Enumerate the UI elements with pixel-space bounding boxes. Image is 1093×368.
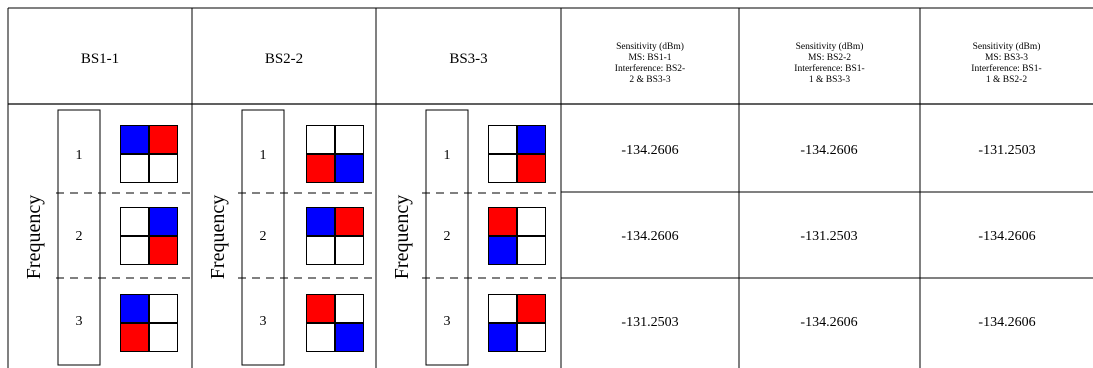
header-bs3-3: BS3-3 (449, 50, 488, 67)
frequency-label: Frequency (23, 194, 45, 280)
frequency-number: 2 (259, 229, 267, 244)
allocation-cell-white (120, 207, 149, 236)
allocation-cell-white (120, 154, 149, 183)
allocation-cell-red (306, 294, 335, 323)
header-sensitivity-bs2-2: Sensitivity (dBm) MS: BS2-2 Interference… (739, 28, 920, 100)
allocation-cell-white (149, 323, 178, 352)
allocation-cell-red (149, 236, 178, 265)
allocation-cell-blue (335, 323, 364, 352)
header-line: 2 & BS3-3 (629, 75, 671, 85)
header-line: Sensitivity (dBm) (972, 42, 1041, 52)
allocation-cell-white (488, 125, 517, 154)
value-cell: -131.2503 (978, 143, 1036, 158)
value-cell: -134.2606 (978, 229, 1036, 244)
header-line: Interference: BS2- (614, 64, 686, 74)
allocation-cell-white (488, 154, 517, 183)
allocation-cell-blue (120, 294, 149, 323)
header-sensitivity-bs3-3: Sensitivity (dBm) MS: BS3-3 Interference… (920, 28, 1093, 100)
header-line: Sensitivity (dBm) (616, 42, 684, 52)
allocation-cell-white (120, 236, 149, 265)
header-line: Interference: BS1- (794, 64, 865, 74)
allocation-cell-white (517, 207, 546, 236)
allocation-cell-red (306, 154, 335, 183)
value-cell: -131.2503 (621, 315, 679, 330)
frequency-number: 2 (75, 229, 83, 244)
frequency-number: 2 (443, 229, 451, 244)
allocation-cell-blue (149, 207, 178, 236)
frequency-label: Frequency (207, 194, 229, 280)
value-cell: -134.2606 (621, 229, 679, 244)
value-cell: -134.2606 (800, 315, 858, 330)
header-line: MS: BS3-3 (984, 53, 1029, 63)
allocation-cell-white (149, 294, 178, 323)
header-line: Sensitivity (dBm) (795, 42, 864, 52)
frequency-number: 3 (75, 314, 83, 329)
frequency-number: 1 (259, 148, 267, 163)
value-cell: -134.2606 (800, 143, 858, 158)
header-bs1-1: BS1-1 (80, 50, 120, 67)
frequency-number: 3 (443, 314, 451, 329)
allocation-cell-red (335, 207, 364, 236)
allocation-cell-white (306, 323, 335, 352)
allocation-cell-white (517, 323, 546, 352)
allocation-cell-blue (488, 323, 517, 352)
header-line: 1 & BS3-3 (808, 75, 851, 85)
allocation-cell-white (306, 125, 335, 154)
allocation-cell-red (488, 207, 517, 236)
allocation-cell-blue (517, 125, 546, 154)
allocation-cell-white (335, 294, 364, 323)
header-line: MS: BS1-1 (628, 53, 672, 63)
allocation-cell-blue (335, 154, 364, 183)
header-line: MS: BS2-2 (807, 53, 852, 63)
allocation-cell-blue (120, 125, 149, 154)
header-bs2-2: BS2-2 (264, 50, 304, 67)
allocation-cell-white (149, 154, 178, 183)
frequency-label: Frequency (391, 194, 413, 280)
allocation-cell-blue (306, 207, 335, 236)
allocation-cell-red (517, 154, 546, 183)
header-sensitivity-bs1-1: Sensitivity (dBm) MS: BS1-1 Interference… (561, 28, 739, 100)
allocation-cell-red (149, 125, 178, 154)
frequency-number: 1 (75, 148, 83, 163)
allocation-cell-white (306, 236, 335, 265)
frequency-number: 3 (259, 314, 267, 329)
value-cell: -131.2503 (800, 229, 858, 244)
allocation-cell-blue (488, 236, 517, 265)
value-cell: -134.2606 (621, 143, 679, 158)
frequency-number: 1 (443, 148, 451, 163)
allocation-cell-white (517, 236, 546, 265)
allocation-cell-white (335, 236, 364, 265)
allocation-cell-red (517, 294, 546, 323)
value-cell: -134.2606 (978, 315, 1036, 330)
allocation-cell-white (488, 294, 517, 323)
header-line: 1 & BS2-2 (985, 75, 1028, 85)
allocation-cell-red (120, 323, 149, 352)
header-line: Interference: BS1- (971, 64, 1042, 74)
allocation-cell-white (335, 125, 364, 154)
